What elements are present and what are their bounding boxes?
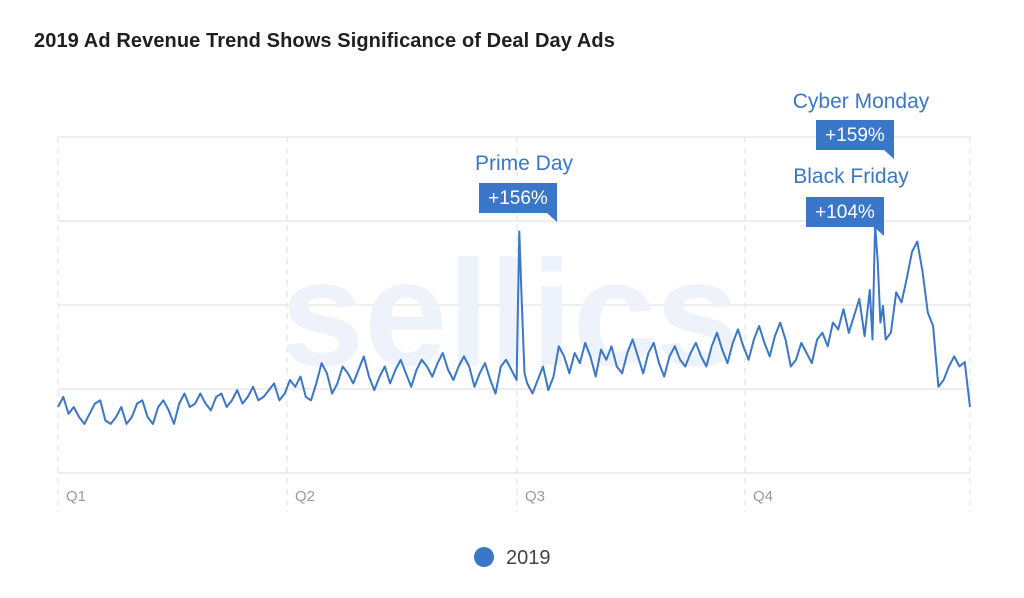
annotation-box (816, 120, 894, 159)
annotation-box (806, 197, 884, 236)
annotation-label: Cyber Monday (793, 90, 930, 113)
x-axis-ticks: Q1 Q2 Q3 Q4 (66, 488, 773, 505)
annotation-value: +159% (825, 125, 885, 146)
annotation-cyber-monday: Cyber Monday +159% (793, 90, 930, 159)
series-line-2019 (57, 223, 971, 425)
annotation-value: +104% (815, 202, 875, 223)
grid (57, 136, 971, 512)
annotation-value: +156% (488, 188, 548, 209)
annotation-box (479, 183, 557, 222)
x-tick-label: Q4 (753, 488, 773, 505)
annotations: Prime Day +156% Black Friday +104% Cyber Mon… (475, 90, 930, 236)
legend-label-2019: 2019 (506, 547, 551, 569)
x-tick-label: Q2 (295, 488, 315, 505)
legend: 2019 (474, 547, 551, 569)
annotation-label: Black Friday (793, 165, 909, 188)
watermark-logo: sellics (281, 229, 740, 397)
chart-title: 2019 Ad Revenue Trend Shows Significance… (34, 30, 615, 52)
series-layer (57, 223, 971, 425)
annotation-label: Prime Day (475, 152, 574, 175)
x-tick-label: Q1 (66, 488, 86, 505)
x-tick-label: Q3 (525, 488, 545, 505)
annotation-prime-day: Prime Day +156% (475, 152, 574, 222)
annotation-black-friday: Black Friday +104% (793, 165, 909, 236)
legend-marker-2019 (474, 547, 494, 567)
